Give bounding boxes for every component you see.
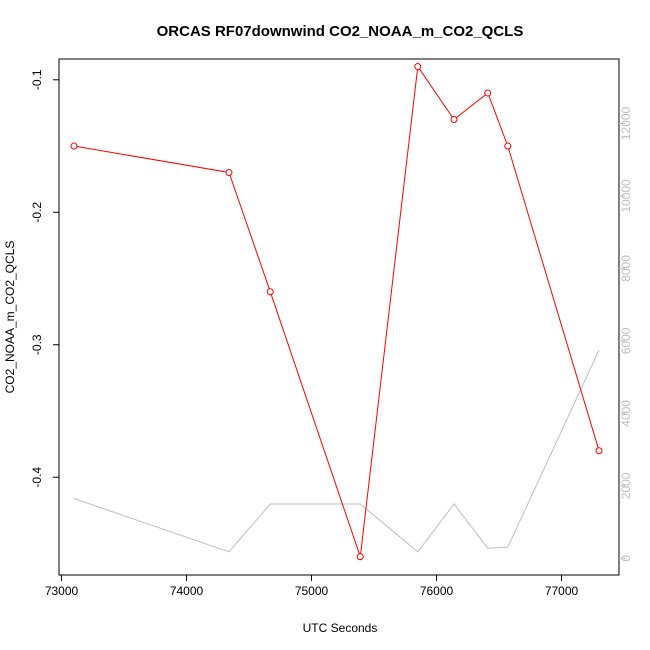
y-axis: -0.4 -0.3 -0.2 -0.1 [30, 69, 59, 488]
data-point [225, 169, 233, 177]
data-point [595, 447, 603, 455]
y-tick-label: -0.1 [30, 69, 44, 90]
x-axis-label: UTC Seconds [303, 621, 378, 635]
y-tick-label: -0.4 [30, 467, 44, 488]
plot-frame [58, 58, 620, 576]
x-tick-label: 76000 [420, 584, 454, 598]
data-point [484, 89, 492, 97]
data-point [266, 288, 274, 296]
series-line-right-axis [73, 349, 600, 553]
x-tick-label: 73000 [45, 584, 79, 598]
y2-tick-label: 6000 [619, 327, 633, 354]
x-axis: 73000 74000 75000 76000 77000 [45, 575, 579, 598]
y2-tick-label: 10000 [619, 179, 633, 213]
x-tick-label: 77000 [545, 584, 579, 598]
y2-tick-label: 0 [619, 555, 633, 562]
y2-tick-label: 2000 [619, 472, 633, 499]
y-tick-label: -0.2 [30, 202, 44, 223]
series-line-left-axis [73, 65, 600, 557]
y2-tick-label: 12000 [619, 106, 633, 140]
data-point [414, 63, 422, 71]
chart-title: ORCAS RF07downwind CO2_NOAA_m_CO2_QCLS [157, 23, 524, 40]
y2-tick-label: 4000 [619, 400, 633, 427]
data-point [504, 142, 512, 150]
x-tick-label: 74000 [170, 584, 204, 598]
y2-tick-label: 8000 [619, 255, 633, 282]
data-point [356, 553, 364, 561]
x-tick-label: 75000 [295, 584, 329, 598]
y-tick-label: -0.3 [30, 334, 44, 355]
series-layer [70, 63, 603, 561]
y2-axis-right: 0 2000 4000 6000 8000 10000 12000 [619, 106, 633, 562]
data-point [450, 116, 458, 124]
y-axis-label: CO2_NOAA_m_CO2_QCLS [3, 241, 17, 394]
data-point [70, 142, 78, 150]
